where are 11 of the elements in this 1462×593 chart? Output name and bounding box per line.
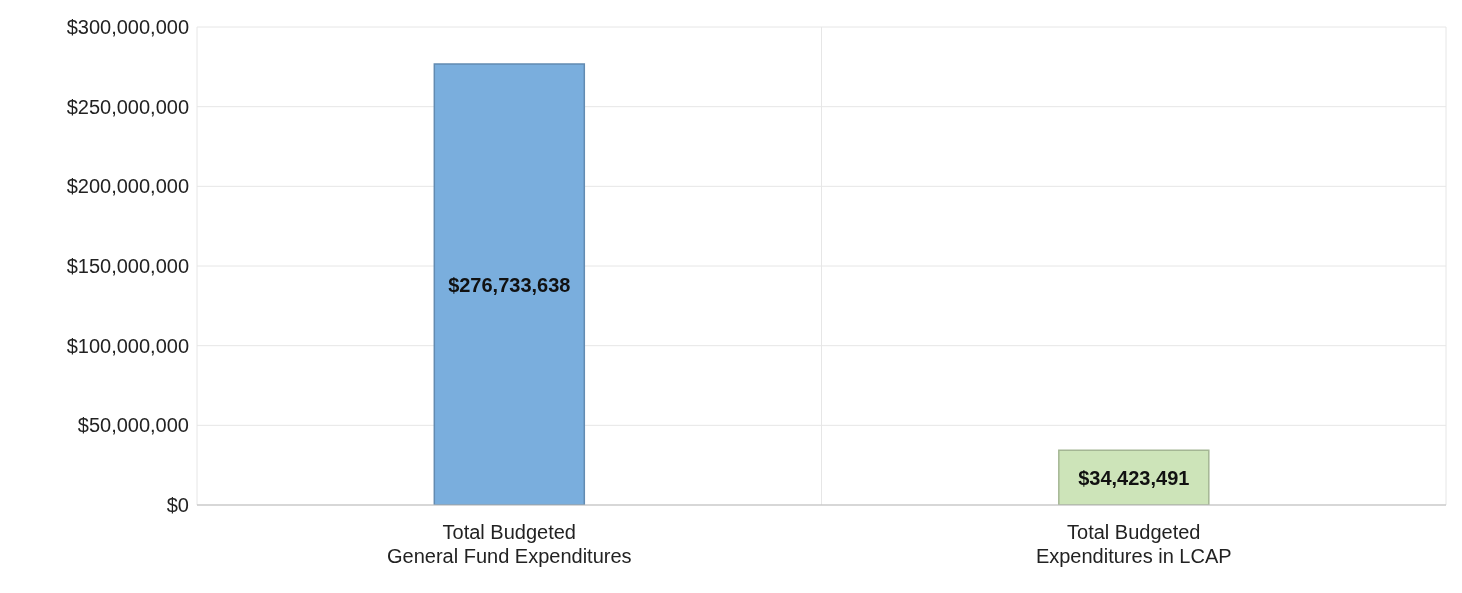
data-label: $276,733,638 xyxy=(448,273,571,296)
y-tick-label: $300,000,000 xyxy=(66,16,189,39)
y-tick-label: $100,000,000 xyxy=(66,334,189,357)
data-label: $34,423,491 xyxy=(1078,466,1190,489)
x-tick-label: Total Budgeted General Fund Expenditures xyxy=(386,521,632,567)
y-tick-label: $250,000,000 xyxy=(66,95,189,118)
y-tick-label: $150,000,000 xyxy=(66,255,189,278)
y-tick-label: $200,000,000 xyxy=(66,175,189,198)
x-tick-label: Total Budgeted Expenditures in LCAP xyxy=(1035,521,1232,567)
y-tick-label: $50,000,000 xyxy=(77,414,189,437)
y-tick-label: $0 xyxy=(166,494,189,517)
